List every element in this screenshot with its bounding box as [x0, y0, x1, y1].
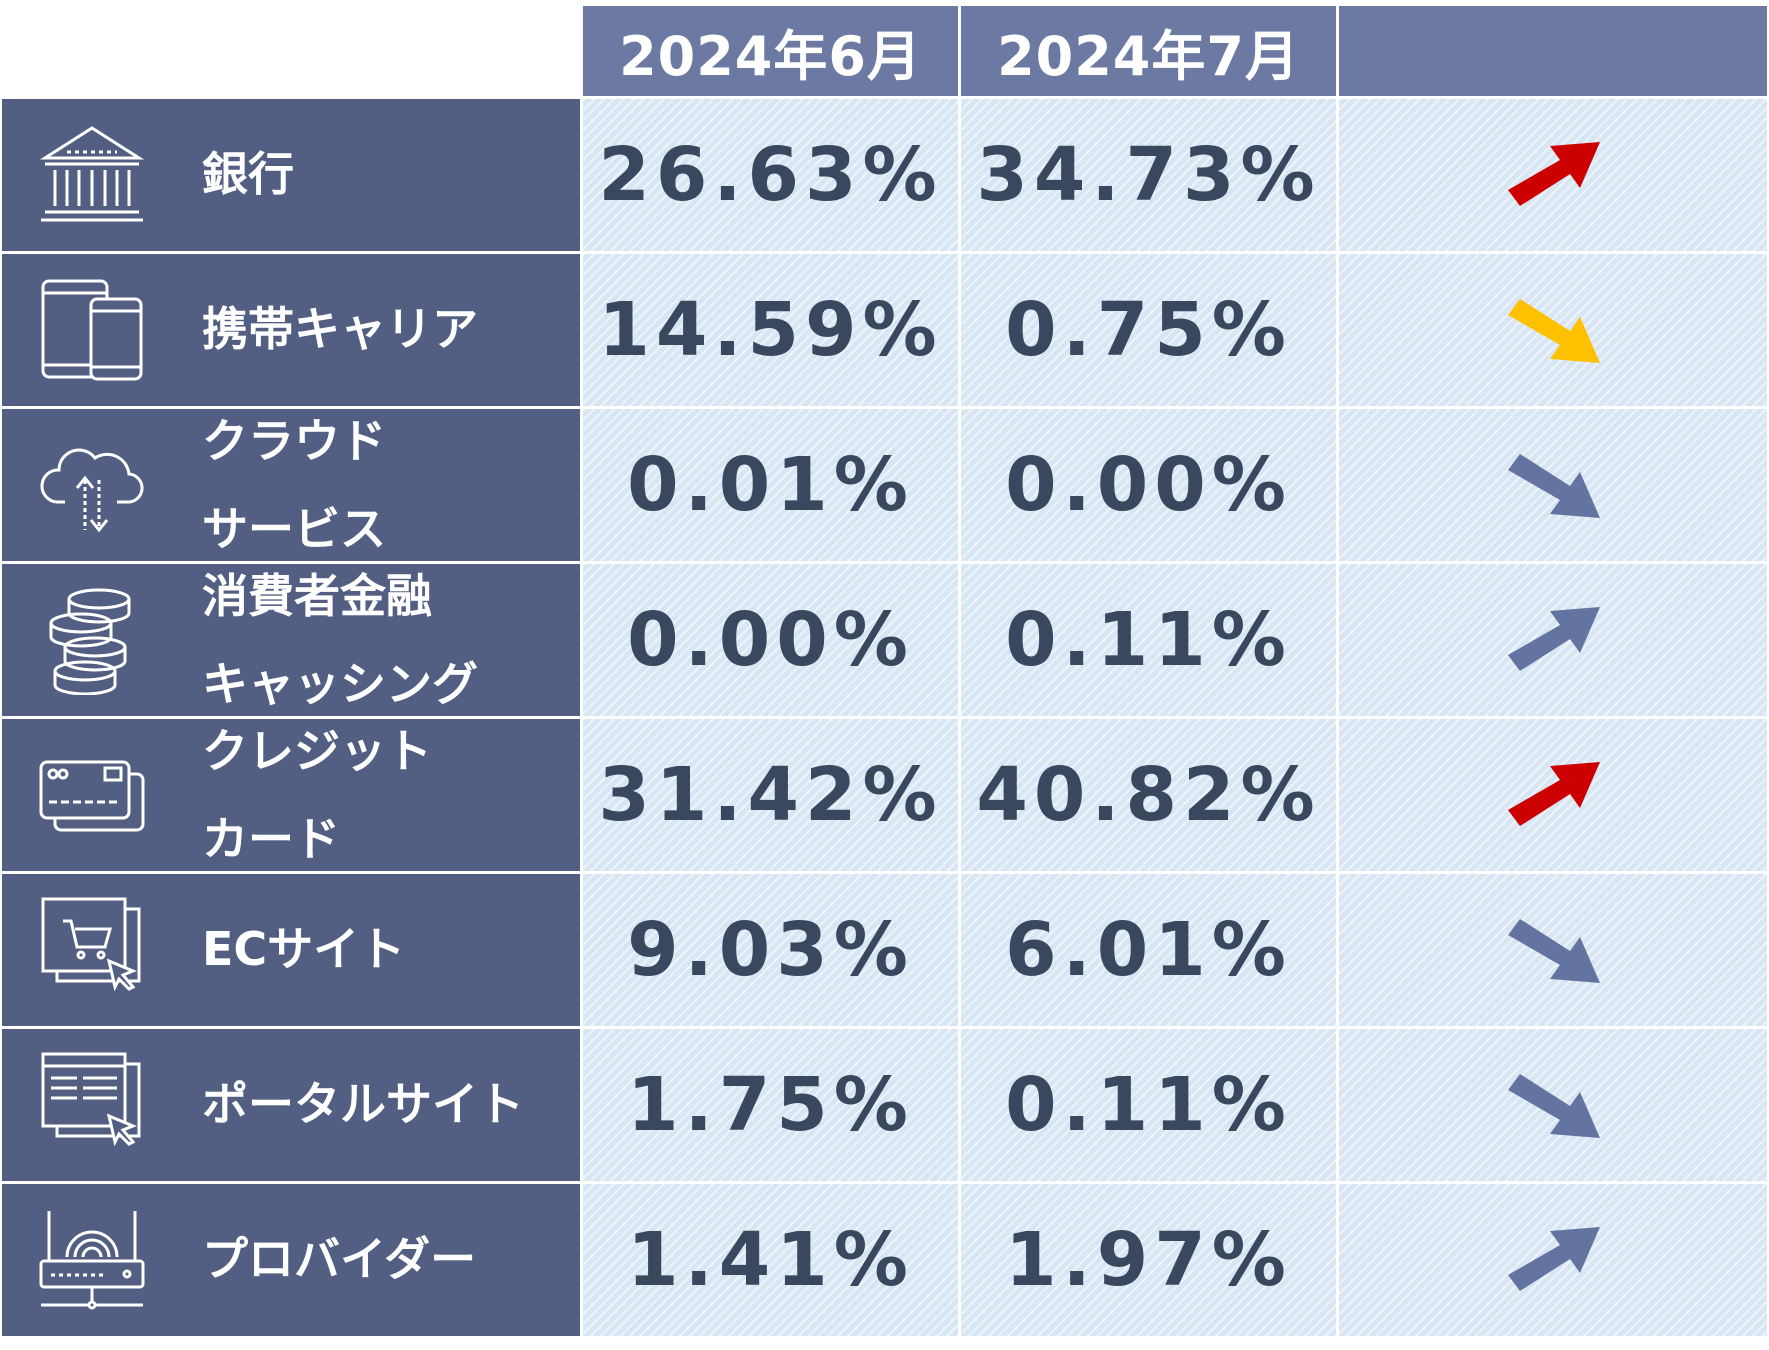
- row-label-cell: プロバイダー: [2, 1184, 580, 1336]
- row-label: クレジット カード: [202, 719, 570, 871]
- row-label-line: ポータルサイト: [202, 1077, 524, 1132]
- value-jul: 1.97%: [961, 1184, 1336, 1336]
- trend-up-arrow-icon: [1508, 142, 1600, 206]
- value-jun: 14.59%: [583, 254, 958, 406]
- value-jun: 9.03%: [583, 874, 958, 1026]
- row-label-line: 携帯キャリア: [202, 302, 478, 357]
- row-label: ECサイト: [202, 874, 570, 1026]
- trend-up-arrow-icon: [1508, 762, 1600, 826]
- value-jul: 6.01%: [961, 874, 1336, 1026]
- row-label-line: ECサイト: [202, 922, 406, 977]
- row-label-line: クラウド: [202, 414, 386, 468]
- trend-up-arrow-icon: [1508, 607, 1600, 671]
- value-jun: 26.63%: [583, 99, 958, 251]
- value-jul: 34.73%: [961, 99, 1336, 251]
- value-jun: 0.01%: [583, 409, 958, 561]
- value-jul: 0.11%: [961, 564, 1336, 716]
- row-label-line: キャッシング: [202, 657, 478, 711]
- row-label-line: 銀行: [202, 147, 294, 202]
- value-jul: 40.82%: [961, 719, 1336, 871]
- row-label-cell: クレジット カード: [2, 719, 580, 871]
- value-jun: 1.75%: [583, 1029, 958, 1181]
- row-label-cell: ECサイト: [2, 874, 580, 1026]
- row-label-cell: 銀行: [2, 99, 580, 251]
- row-label-cell: ポータルサイト: [2, 1029, 580, 1181]
- column-header-jul: 2024年7月: [961, 6, 1336, 96]
- row-label-line: サービス: [202, 502, 386, 556]
- row-label: ポータルサイト: [202, 1029, 570, 1181]
- trend-cell: [1339, 719, 1767, 871]
- trend-cell: [1339, 874, 1767, 1026]
- bank-icon: [32, 99, 152, 251]
- value-jul: 0.00%: [961, 409, 1336, 561]
- column-header-trend: [1339, 6, 1767, 96]
- row-label-line: カード: [202, 812, 340, 866]
- coins-icon: [32, 564, 152, 716]
- trend-down-arrow-icon: [1508, 299, 1600, 363]
- row-label: 携帯キャリア: [202, 254, 570, 406]
- value-jun: 0.00%: [583, 564, 958, 716]
- portal-site-icon: [32, 1029, 152, 1181]
- row-label-cell: 携帯キャリア: [2, 254, 580, 406]
- trend-cell: [1339, 1184, 1767, 1336]
- row-label: クラウド サービス: [202, 409, 570, 561]
- row-label-cell: クラウド サービス: [2, 409, 580, 561]
- trend-cell: [1339, 1029, 1767, 1181]
- row-label-line: クレジット: [202, 724, 432, 778]
- row-label: 銀行: [202, 99, 570, 251]
- value-jul: 0.11%: [961, 1029, 1336, 1181]
- cloud-icon: [32, 409, 152, 561]
- row-label: プロバイダー: [202, 1184, 570, 1336]
- row-label-cell: 消費者金融キャッシング: [2, 564, 580, 716]
- value-jun: 31.42%: [583, 719, 958, 871]
- trend-cell: [1339, 99, 1767, 251]
- router-icon: [32, 1184, 152, 1336]
- trend-down-arrow-icon: [1508, 454, 1600, 518]
- trend-cell: [1339, 254, 1767, 406]
- trend-cell: [1339, 409, 1767, 561]
- mobile-devices-icon: [32, 254, 152, 406]
- row-label-line: プロバイダー: [202, 1232, 477, 1287]
- row-label-line: 消費者金融: [202, 569, 432, 623]
- trend-down-arrow-icon: [1508, 919, 1600, 983]
- value-jul: 0.75%: [961, 254, 1336, 406]
- column-header-jun: 2024年6月: [583, 6, 958, 96]
- trend-up-arrow-icon: [1508, 1227, 1600, 1291]
- row-label: 消費者金融キャッシング: [202, 564, 570, 716]
- shopping-site-icon: [32, 874, 152, 1026]
- value-jun: 1.41%: [583, 1184, 958, 1336]
- trend-cell: [1339, 564, 1767, 716]
- credit-card-icon: [32, 719, 152, 871]
- trend-down-arrow-icon: [1508, 1074, 1600, 1138]
